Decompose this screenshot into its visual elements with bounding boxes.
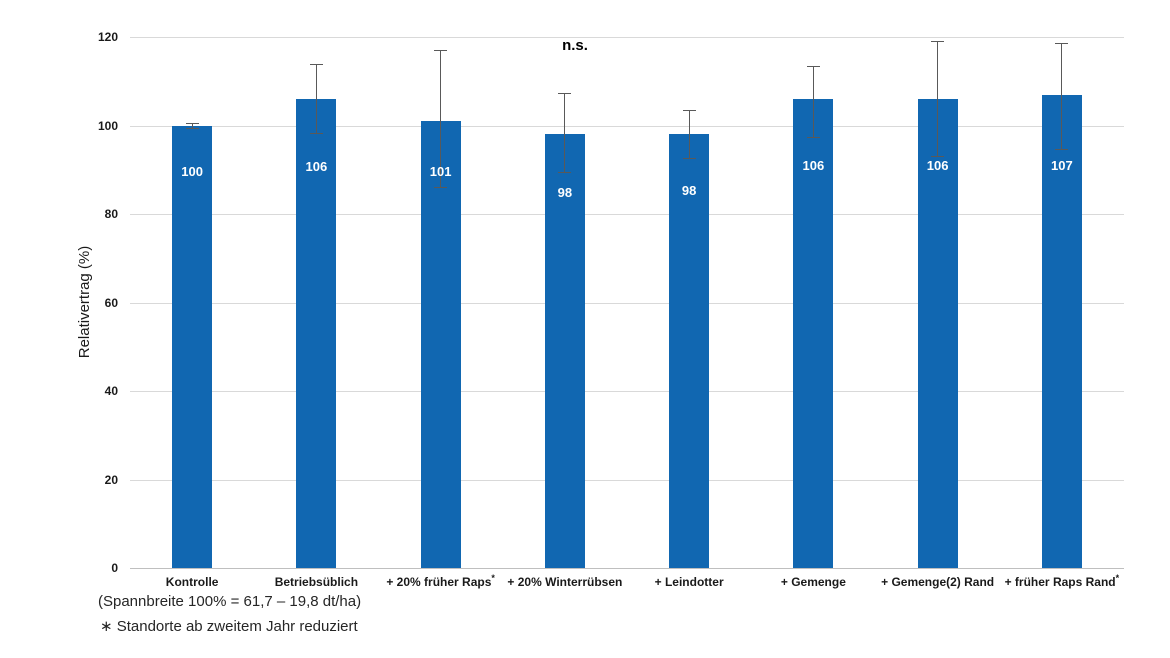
x-category-label: + 20% Winterrübsen (507, 575, 623, 589)
error-bar-cap-top (931, 41, 945, 43)
gridline (130, 391, 1124, 392)
bar-value-label: 106 (802, 158, 825, 173)
category-footnote-marker: * (491, 573, 495, 583)
error-bar-cap-bottom (558, 171, 572, 173)
error-bar-cap-top (1055, 43, 1069, 45)
bar-value-label: 98 (681, 183, 697, 198)
bar-value-label: 98 (557, 185, 573, 200)
y-tick-label: 20 (104, 472, 118, 487)
error-bar-cap-top (682, 110, 696, 111)
error-bar-cap-bottom (806, 137, 820, 139)
error-bar-cap-bottom (1055, 148, 1069, 150)
y-tick-label: 80 (104, 207, 118, 221)
error-bar-cap-bottom (931, 156, 945, 158)
bar (793, 98, 834, 568)
bar (544, 134, 585, 568)
error-bar-cap-top (434, 50, 448, 52)
bar (917, 98, 958, 568)
x-category-label: Kontrolle (165, 575, 219, 589)
gridline (130, 479, 1124, 481)
bar (296, 98, 337, 568)
error-bar-cap-top (558, 92, 572, 94)
significance-annotation: n.s. (562, 37, 588, 54)
error-bar (315, 63, 317, 134)
bar (669, 134, 710, 568)
bar-value-label: 106 (926, 158, 949, 173)
error-bar (440, 50, 442, 188)
x-category-label: + 20% früher Raps* (386, 573, 495, 590)
error-bar (191, 122, 193, 129)
error-bar-cap-top (309, 63, 323, 65)
error-bar-cap-bottom (185, 128, 199, 130)
footnote-standorte: ∗ Standorte ab zweitem Jahr reduziert (100, 618, 358, 635)
gridline (130, 37, 1124, 38)
gridline (130, 125, 1124, 127)
error-bar (1061, 43, 1063, 149)
error-bar (937, 41, 939, 157)
category-footnote-marker: * (1115, 573, 1120, 583)
error-bar (564, 92, 566, 172)
footnote-spannbreite: (Spannbreite 100% = 61,7 – 19,8 dt/ha) (98, 593, 362, 610)
y-tick-label: 60 (104, 295, 118, 310)
bar-value-label: 107 (1051, 158, 1073, 173)
gridline (130, 214, 1124, 215)
y-tick-label: 40 (104, 384, 118, 398)
bar-value-label: 101 (429, 164, 452, 179)
y-tick-label: 120 (97, 30, 118, 44)
x-category-label: + früher Raps Rand* (1004, 573, 1120, 590)
bar (1041, 94, 1082, 568)
error-bar-cap-bottom (682, 157, 696, 159)
y-tick-label: 100 (97, 118, 118, 133)
error-bar-cap-bottom (434, 187, 448, 189)
bar-value-label: 100 (181, 164, 203, 179)
bar (172, 125, 213, 568)
x-category-label: + Gemenge (780, 575, 846, 589)
bar-value-label: 106 (305, 159, 328, 174)
y-tick-label: 0 (111, 561, 118, 575)
error-bar-cap-bottom (309, 133, 323, 135)
bar (420, 121, 461, 568)
error-bar (812, 65, 814, 138)
gridline (130, 302, 1124, 304)
x-axis-line (130, 568, 1124, 569)
x-category-label: + Gemenge(2) Rand (881, 575, 995, 589)
x-category-label: Betriebsüblich (274, 575, 359, 589)
error-bar-cap-top (806, 65, 820, 67)
error-bar-cap-top (185, 122, 199, 124)
x-category-label: + Leindotter (654, 575, 724, 589)
error-bar (688, 110, 690, 158)
